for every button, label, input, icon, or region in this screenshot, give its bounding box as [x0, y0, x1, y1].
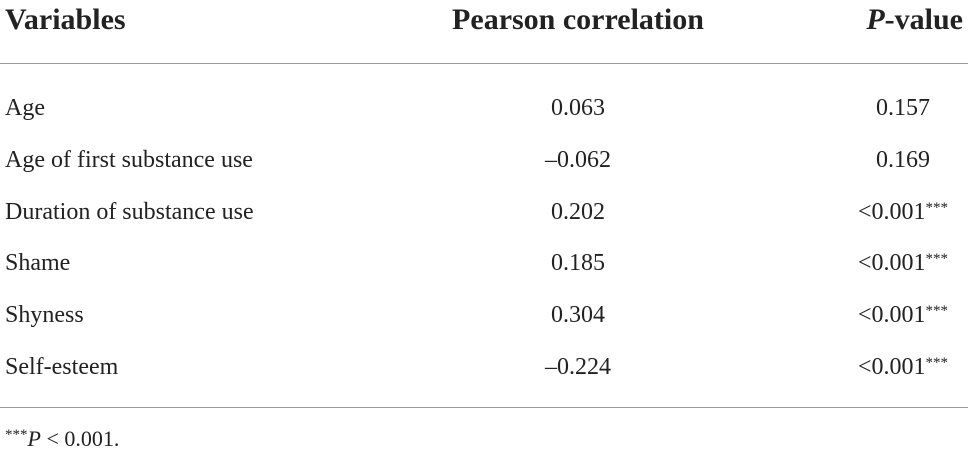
correlation-cell: 0.202: [551, 198, 605, 225]
footnote-mark: ***: [5, 427, 28, 443]
correlation-cell: 0.185: [551, 250, 605, 277]
correlation-cell: –0.224: [545, 354, 611, 380]
variable-cell: Shyness: [5, 302, 84, 329]
p-value: 0.169: [876, 146, 930, 173]
correlation-cell: 0.304: [551, 302, 605, 329]
header-cell: Variables: [5, 3, 126, 36]
correlation-cell: –0.062: [545, 146, 611, 173]
significance-mark: ***: [925, 355, 949, 371]
rule: [0, 407, 968, 408]
p-value: <0.001: [857, 302, 926, 329]
p-value-cell: <0.001***: [858, 352, 948, 382]
correlation-cell: 0.063: [551, 95, 605, 121]
p-value-cell: 0.157: [876, 93, 930, 123]
p-value-cell: 0.169: [876, 145, 930, 175]
p-value-cell: <0.001***: [858, 248, 948, 278]
variable-cell: Age of first substance use: [5, 146, 253, 173]
header-cell: P-value: [866, 3, 963, 36]
p-value: <0.001: [857, 250, 926, 277]
p-value-cell: <0.001***: [858, 197, 948, 227]
p-value: <0.001: [857, 354, 926, 380]
p-value: 0.157: [876, 95, 930, 121]
header-cell: Pearson correlation: [452, 3, 704, 36]
variable-cell: Duration of substance use: [5, 198, 254, 225]
variable-cell: Age: [5, 95, 45, 121]
rule: [0, 63, 968, 64]
p-value: <0.001: [857, 198, 926, 225]
significance-mark: ***: [925, 251, 949, 268]
footnote-text: P < 0.001.: [27, 426, 120, 451]
footnote: ***P < 0.001.: [5, 424, 119, 454]
significance-mark: ***: [925, 303, 949, 320]
significance-mark: ***: [925, 199, 949, 216]
variable-cell: Shame: [5, 250, 71, 277]
variable-cell: Self-esteem: [5, 354, 119, 380]
p-value-cell: <0.001***: [858, 300, 948, 330]
